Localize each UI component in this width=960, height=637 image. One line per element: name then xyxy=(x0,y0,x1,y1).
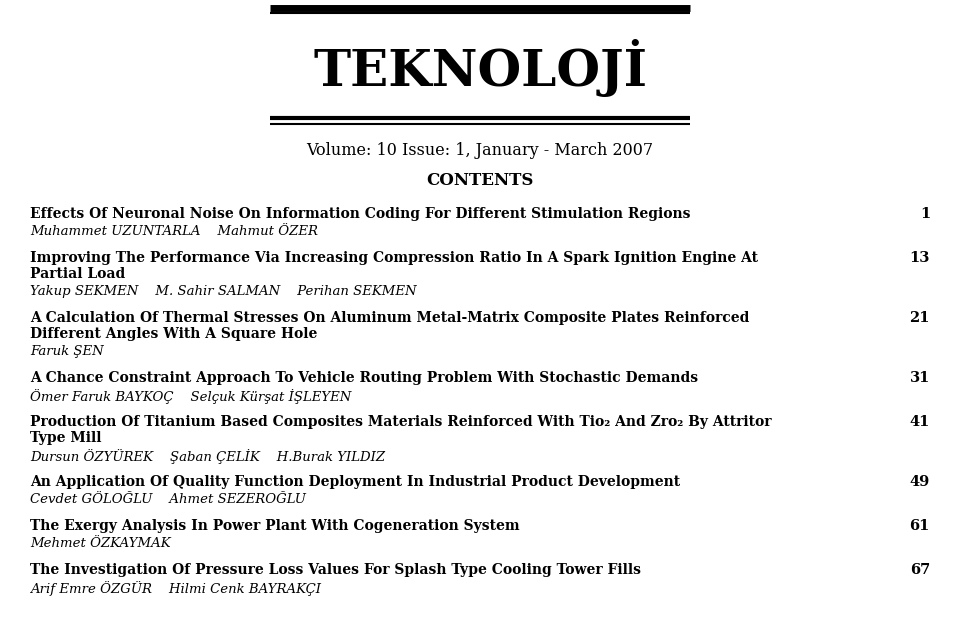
Text: Improving The Performance Via Increasing Compression Ratio In A Spark Ignition E: Improving The Performance Via Increasing… xyxy=(30,251,758,265)
Text: Volume: 10 Issue: 1, January - March 2007: Volume: 10 Issue: 1, January - March 200… xyxy=(306,142,654,159)
Text: An Application Of Quality Function Deployment In Industrial Product Development: An Application Of Quality Function Deplo… xyxy=(30,475,680,489)
Text: Ömer Faruk BAYKOÇ    Selçuk Kürşat İŞLEYEN: Ömer Faruk BAYKOÇ Selçuk Kürşat İŞLEYEN xyxy=(30,389,351,404)
Text: 41: 41 xyxy=(910,415,930,429)
Text: Production Of Titanium Based Composites Materials Reinforced With Tio₂ And Zro₂ : Production Of Titanium Based Composites … xyxy=(30,415,772,429)
Text: Yakup SEKMEN    M. Sahir SALMAN    Perihan SEKMEN: Yakup SEKMEN M. Sahir SALMAN Perihan SEK… xyxy=(30,285,417,298)
Text: A Calculation Of Thermal Stresses On Aluminum Metal-Matrix Composite Plates Rein: A Calculation Of Thermal Stresses On Alu… xyxy=(30,311,750,325)
Text: 67: 67 xyxy=(910,563,930,577)
Text: Mehmet ÖZKAYMAK: Mehmet ÖZKAYMAK xyxy=(30,537,171,550)
Text: Effects Of Neuronal Noise On Information Coding For Different Stimulation Region: Effects Of Neuronal Noise On Information… xyxy=(30,207,690,221)
Text: Different Angles With A Square Hole: Different Angles With A Square Hole xyxy=(30,327,318,341)
Text: A Chance Constraint Approach To Vehicle Routing Problem With Stochastic Demands: A Chance Constraint Approach To Vehicle … xyxy=(30,371,698,385)
Text: 31: 31 xyxy=(910,371,930,385)
Text: Partial Load: Partial Load xyxy=(30,267,125,281)
Text: Type Mill: Type Mill xyxy=(30,431,102,445)
Text: CONTENTS: CONTENTS xyxy=(426,172,534,189)
Text: 13: 13 xyxy=(910,251,930,265)
Text: 61: 61 xyxy=(910,519,930,533)
Text: Muhammet UZUNTARLA    Mahmut ÖZER: Muhammet UZUNTARLA Mahmut ÖZER xyxy=(30,225,318,238)
Text: The Exergy Analysis In Power Plant With Cogeneration System: The Exergy Analysis In Power Plant With … xyxy=(30,519,519,533)
Text: Dursun ÖZYÜREK    Şaban ÇELİK    H.Burak YILDIZ: Dursun ÖZYÜREK Şaban ÇELİK H.Burak YILDI… xyxy=(30,449,385,464)
Text: 49: 49 xyxy=(910,475,930,489)
Text: Cevdet GÖLOĞLU    Ahmet SEZEROĞLU: Cevdet GÖLOĞLU Ahmet SEZEROĞLU xyxy=(30,493,306,506)
Text: 21: 21 xyxy=(909,311,930,325)
Text: 1: 1 xyxy=(920,207,930,221)
Text: Arif Emre ÖZGÜR    Hilmi Cenk BAYRAKÇI: Arif Emre ÖZGÜR Hilmi Cenk BAYRAKÇI xyxy=(30,581,321,596)
Text: The Investigation Of Pressure Loss Values For Splash Type Cooling Tower Fills: The Investigation Of Pressure Loss Value… xyxy=(30,563,641,577)
Text: TEKNOLOJİ: TEKNOLOJİ xyxy=(313,39,647,97)
Text: Faruk ŞEN: Faruk ŞEN xyxy=(30,345,104,358)
